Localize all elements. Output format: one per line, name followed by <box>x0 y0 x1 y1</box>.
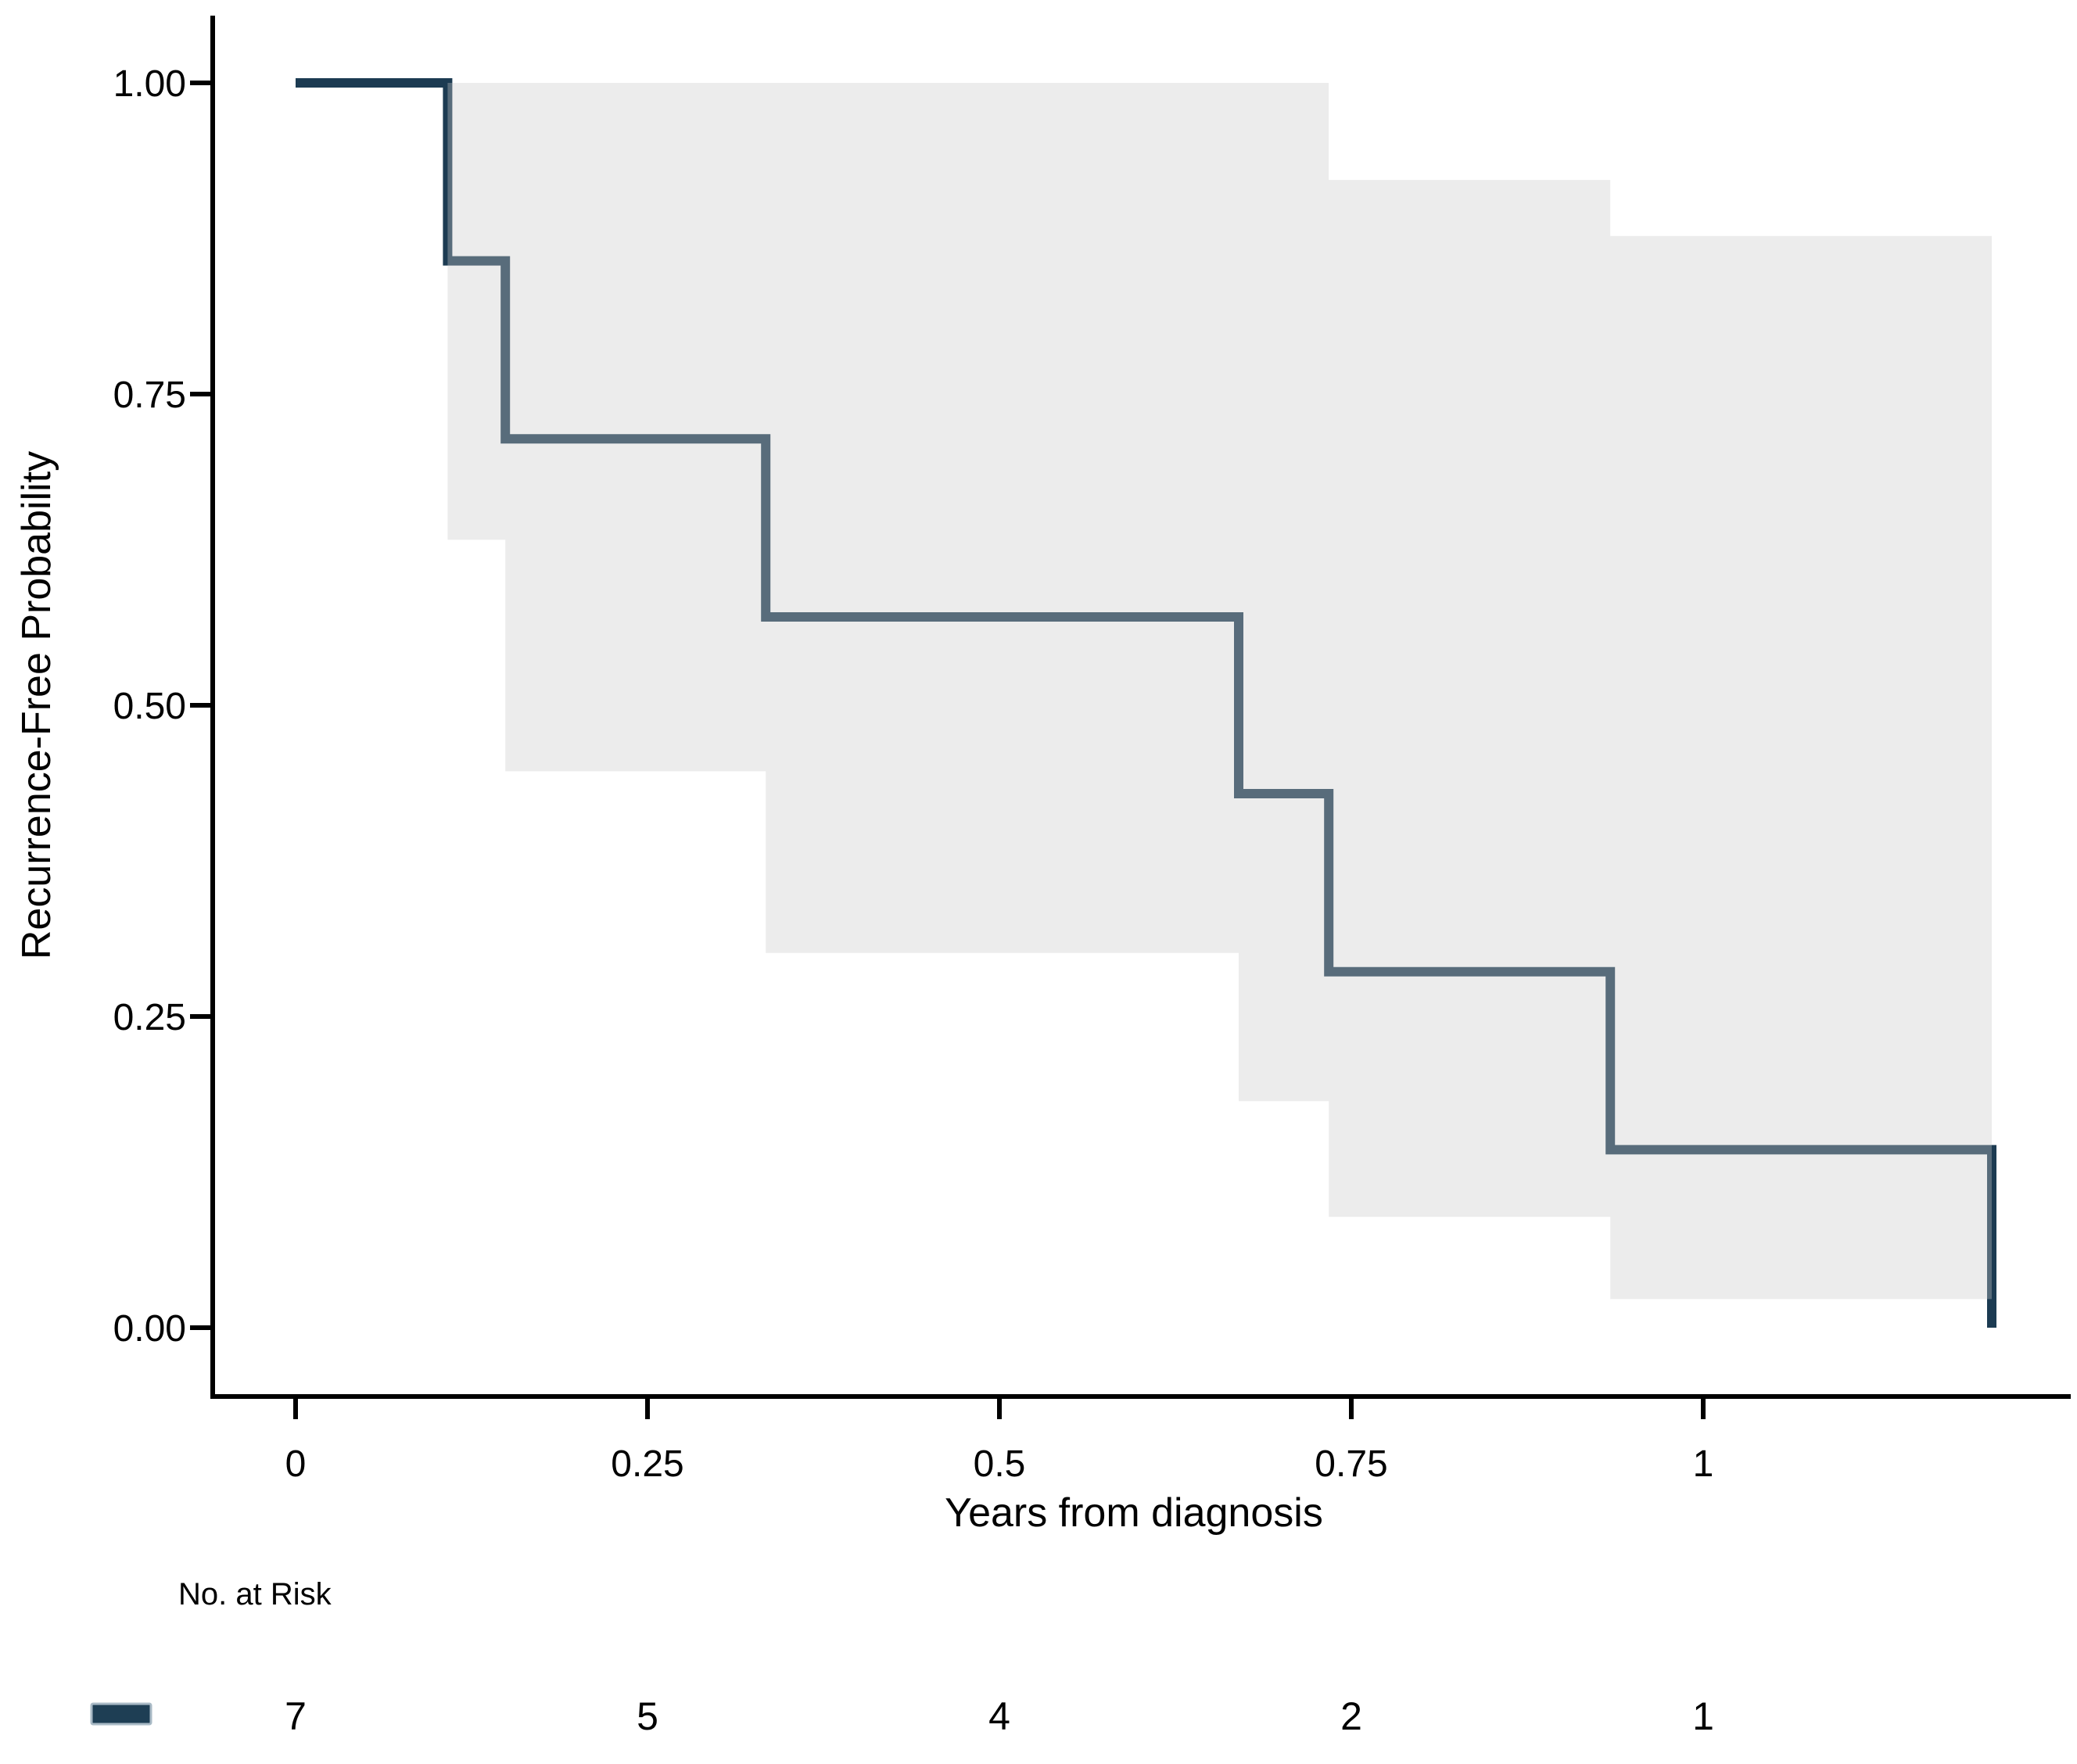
x-tick-label: 1 <box>1693 1443 1714 1485</box>
x-tick-label: 0.25 <box>611 1443 683 1485</box>
risk-count: 1 <box>1692 1694 1714 1738</box>
y-tick-label: 0.25 <box>113 997 186 1038</box>
axes-layer <box>190 16 2071 1419</box>
risk-table-title: No. at Risk <box>178 1577 332 1612</box>
risk-count: 5 <box>637 1694 658 1738</box>
y-axis-title: Recurrence-Free Probability <box>14 451 59 959</box>
y-tick-label: 1.00 <box>113 63 186 105</box>
risk-count: 2 <box>1340 1694 1362 1738</box>
legend-dash-icon <box>90 1702 152 1726</box>
risk-count: 7 <box>285 1694 307 1738</box>
x-tick-label: 0.5 <box>974 1443 1026 1485</box>
curve-layer <box>296 78 1996 1328</box>
y-tick-label: 0.00 <box>113 1308 186 1350</box>
y-tick-label: 0.75 <box>113 375 186 416</box>
y-tick-label: 0.50 <box>113 686 186 727</box>
x-tick-label: 0 <box>285 1443 307 1485</box>
tick-label-layer: 0 0.25 0.5 0.75 1 1.00 0.75 0.50 0.25 0.00 <box>113 63 1714 1485</box>
risk-table-row: 7 5 4 2 1 <box>90 1694 1714 1738</box>
km-survival-curve <box>296 78 1996 1328</box>
confidence-band-layer <box>447 83 1992 1300</box>
confidence-interval-band <box>447 83 1992 1300</box>
risk-count: 4 <box>988 1694 1010 1738</box>
x-tick-label: 0.75 <box>1315 1443 1387 1485</box>
x-axis-title: Years from diagnosis <box>945 1490 1323 1536</box>
